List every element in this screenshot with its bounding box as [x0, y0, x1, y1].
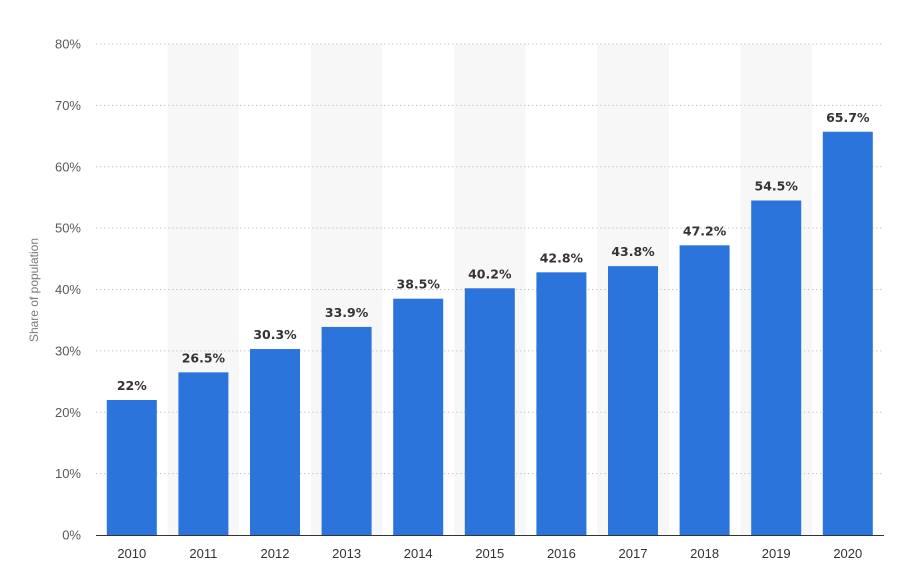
bar-2014[interactable] [393, 298, 444, 535]
x-tick-label: 2011 [189, 546, 217, 561]
data-label-2020: 65.7% [826, 110, 870, 125]
x-tick-label: 2016 [547, 546, 576, 561]
y-tick-label: 0% [62, 528, 81, 543]
y-axis-title: Share of population [27, 238, 41, 342]
data-label-2019: 54.5% [755, 179, 799, 194]
bar-2011[interactable] [178, 372, 229, 535]
x-axis-ticks: 2010 2011 2012 2013 2014 2015 2016 2017 2018 2019… [117, 546, 862, 561]
y-tick-label: 40% [55, 282, 81, 297]
bar-2016[interactable] [536, 272, 587, 535]
x-tick-label: 2019 [762, 546, 791, 561]
x-tick-label: 2013 [332, 546, 361, 561]
data-label-2010: 22% [117, 378, 147, 393]
y-tick-label: 80% [55, 37, 81, 52]
x-tick-label: 2017 [619, 546, 648, 561]
data-label-2015: 40.2% [468, 266, 512, 281]
x-tick-label: 2010 [117, 546, 146, 561]
y-axis-ticks: 0% 10% 20% 30% 40% 50% 60% 70% 80% [55, 37, 81, 543]
data-label-2017: 43.8% [611, 244, 655, 259]
x-tick-label: 2014 [404, 546, 433, 561]
data-label-2014: 38.5% [397, 277, 441, 292]
bar-2019[interactable] [751, 200, 802, 535]
bar-2015[interactable] [464, 288, 515, 535]
x-tick-label: 2012 [261, 546, 290, 561]
bar-2018[interactable] [679, 245, 730, 535]
x-tick-label: 2015 [475, 546, 504, 561]
y-tick-label: 10% [55, 466, 81, 481]
data-label-2016: 42.8% [540, 250, 584, 265]
bar-2013[interactable] [321, 326, 372, 535]
bar-2012[interactable] [250, 349, 300, 535]
bar-2010[interactable] [106, 399, 157, 535]
y-tick-label: 50% [55, 221, 81, 236]
y-tick-label: 20% [55, 405, 81, 420]
bar-2017[interactable] [608, 266, 658, 535]
x-tick-label: 2018 [690, 546, 719, 561]
bar-2020[interactable] [822, 131, 873, 536]
data-label-2011: 26.5% [182, 350, 226, 365]
data-label-2012: 30.3% [253, 327, 297, 342]
x-tick-label: 2020 [833, 546, 862, 561]
data-label-2013: 33.9% [325, 305, 369, 320]
y-tick-label: 60% [55, 159, 81, 174]
y-tick-label: 30% [55, 343, 81, 358]
data-labels: 22% 26.5% 30.3% 33.9% 38.5% 40.2% 42.8% 43.8% 47… [117, 110, 870, 393]
data-label-2018: 47.2% [683, 223, 727, 238]
bars [106, 131, 873, 536]
y-tick-label: 70% [55, 98, 81, 113]
